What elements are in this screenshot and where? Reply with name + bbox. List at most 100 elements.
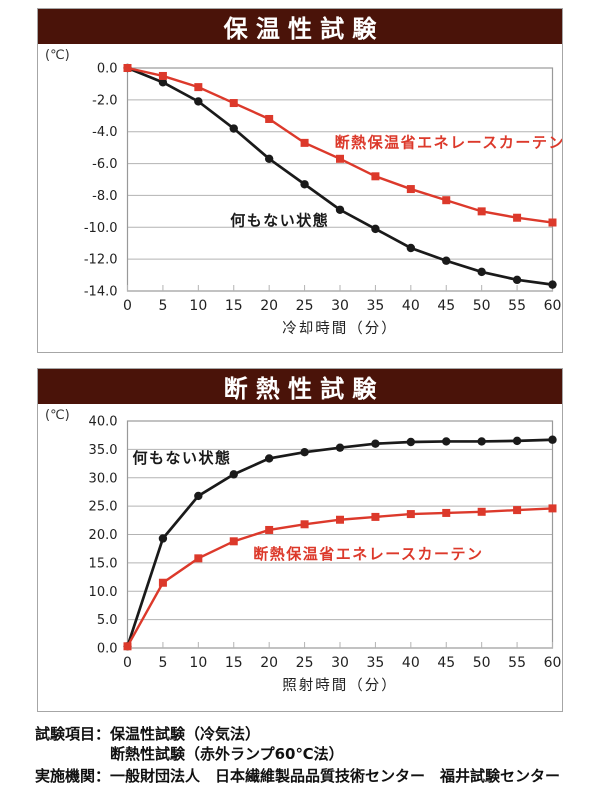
- data-point-square: [548, 218, 557, 227]
- x-tick-label: 0: [123, 298, 132, 314]
- data-point-square: [548, 504, 557, 513]
- x-tick-label: 10: [189, 298, 207, 314]
- data-point-square: [300, 138, 309, 147]
- data-point-circle: [512, 436, 522, 446]
- x-tick-label: 45: [437, 655, 455, 671]
- data-point-circle: [229, 470, 238, 479]
- y-tick-label: 0.0: [97, 62, 118, 77]
- data-point-square: [406, 185, 415, 194]
- data-point-circle: [371, 224, 380, 234]
- y-tick-label: -10.0: [84, 221, 118, 236]
- data-point-circle: [548, 435, 557, 444]
- data-point-square: [513, 213, 522, 222]
- x-tick-label: 60: [544, 655, 562, 671]
- y-tick-label: -2.0: [92, 93, 117, 108]
- x-tick-label: 15: [225, 655, 243, 671]
- x-axis-title: 冷却時間（分）: [282, 320, 398, 337]
- x-tick-label: 40: [402, 298, 420, 314]
- series-line: [126, 507, 553, 647]
- y-tick-label: 15.0: [89, 556, 118, 571]
- y-tick-label: -14.0: [84, 285, 118, 300]
- series-line: [126, 438, 553, 647]
- y-tick-label: -8.0: [92, 189, 117, 204]
- x-tick-label: 0: [123, 655, 132, 671]
- data-point-circle: [194, 97, 203, 106]
- y-tick-label: -6.0: [92, 157, 117, 172]
- x-tick-label: 40: [402, 655, 420, 671]
- organization-row: 実施機関： 一般財団法人 日本繊維製品品質技術センター 福井試験センター: [35, 766, 595, 786]
- test-items-label: 試験項目：: [35, 725, 111, 743]
- y-tick-label: -12.0: [84, 253, 118, 268]
- x-tick-label: 15: [225, 298, 243, 314]
- y-axis-unit-label: (℃): [45, 48, 70, 63]
- data-point-square: [123, 64, 132, 72]
- test-items-row: 試験項目： 保温性試験（冷気法） 断熱性試験（赤外ランプ60℃法）: [35, 724, 595, 764]
- y-tick-label: 35.0: [89, 443, 118, 458]
- heat-retention-test-title: 保温性試験: [38, 9, 562, 44]
- data-point-circle: [512, 275, 522, 285]
- x-tick-label: 25: [296, 298, 314, 314]
- data-point-square: [371, 512, 380, 521]
- y-tick-label: 10.0: [89, 585, 118, 600]
- data-point-square: [406, 510, 415, 519]
- data-point-square: [477, 207, 486, 216]
- plot-border: [126, 67, 554, 292]
- x-tick-label: 60: [544, 298, 562, 314]
- x-tick-label: 25: [296, 655, 314, 671]
- x-axis-title: 照射時間（分）: [282, 677, 398, 694]
- heat-insulation-test-title: 断熱性試験: [38, 369, 562, 404]
- heat-insulation-chart: 40.0 35.0 30.0 25.0 20.0 15.0 10.0 5.0 0.0 0 5 10 15…: [89, 415, 562, 695]
- data-point-circle: [406, 243, 416, 253]
- x-tick-label: 20: [260, 298, 278, 314]
- series-line: [126, 66, 553, 286]
- heat-retention-chart: 0.0 -2.0 -4.0 -6.0 -8.0 -10.0 -12.0 -14.0 0 5 10 15…: [84, 62, 562, 338]
- organization-label: 実施機関：: [35, 767, 111, 785]
- data-point-circle: [442, 256, 451, 265]
- data-point-square: [265, 525, 274, 534]
- x-tick-label: 45: [437, 298, 455, 314]
- y-tick-label: 25.0: [89, 500, 118, 515]
- test-items-values: 保温性試験（冷気法） 断熱性試験（赤外ランプ60℃法）: [110, 724, 344, 764]
- y-tick-label: 30.0: [89, 471, 118, 486]
- x-tick-label: 20: [260, 655, 278, 671]
- x-tick-label: 50: [473, 655, 491, 671]
- data-point-circle: [371, 439, 380, 448]
- footer-notes: 試験項目： 保温性試験（冷気法） 断熱性試験（赤外ランプ60℃法） 実施機関： …: [35, 724, 595, 786]
- data-point-square: [371, 172, 380, 181]
- series-label: 断熱保温省エネレースカーテン: [335, 134, 562, 152]
- x-tick-label: 5: [158, 298, 167, 314]
- x-tick-label: 55: [508, 655, 526, 671]
- heat-retention-test-panel: 保温性試験 (℃) 0.0 -2.0 -4.0 -6.0 -8.0 -10.0 -12.0 -…: [37, 8, 563, 353]
- data-point-circle: [335, 205, 345, 214]
- series-label: 何もない状態: [230, 212, 329, 230]
- x-tick-label: 55: [508, 298, 526, 314]
- data-point-square: [229, 99, 238, 108]
- series-label: 何もない状態: [133, 449, 232, 467]
- data-point-circle: [477, 267, 486, 277]
- x-tick-label: 35: [367, 298, 385, 314]
- data-point-circle: [264, 154, 274, 163]
- data-point-circle: [442, 437, 451, 446]
- data-point-square: [229, 537, 238, 546]
- x-tick-label: 35: [367, 655, 385, 671]
- data-point-square: [442, 508, 451, 517]
- data-point-square: [336, 154, 344, 163]
- series-label: 断熱保温省エネレースカーテン: [253, 545, 483, 563]
- data-point-circle: [300, 448, 309, 457]
- data-point-square: [194, 83, 203, 92]
- x-tick-label: 50: [473, 298, 491, 314]
- organization-values: 一般財団法人 日本繊維製品品質技術センター 福井試験センター: [110, 766, 560, 786]
- test-item-heat-retention: 保温性試験（冷気法）: [110, 725, 261, 743]
- y-axis-unit-label: (℃): [45, 408, 70, 423]
- x-tick-label: 30: [331, 655, 349, 671]
- data-point-square: [442, 196, 451, 205]
- data-point-circle: [229, 124, 238, 133]
- data-point-circle: [300, 180, 309, 189]
- x-tick-label: 30: [331, 298, 349, 314]
- x-tick-label: 5: [158, 655, 167, 671]
- organization-value: 一般財団法人 日本繊維製品品質技術センター 福井試験センター: [110, 767, 561, 785]
- data-point-circle: [406, 437, 416, 447]
- data-point-square: [265, 114, 274, 123]
- y-tick-label: 5.0: [97, 613, 118, 628]
- heat-insulation-test-panel: 断熱性試験 (℃) 40.0 35.0 30.0 25.0 20.0 15.0 10.0 5.…: [37, 368, 563, 712]
